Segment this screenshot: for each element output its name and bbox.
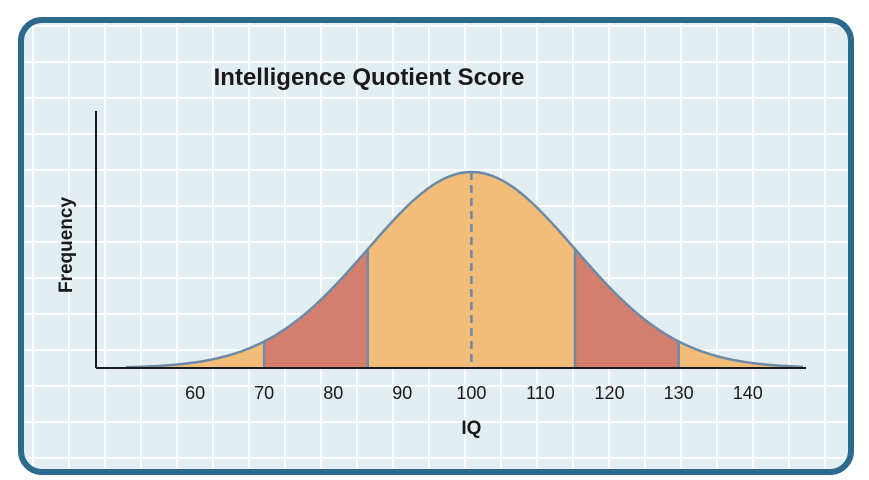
regions-layer (126, 172, 803, 368)
region-1 (126, 341, 265, 368)
y-axis-label: Frequency (56, 197, 77, 294)
x-tick-label: 140 (733, 383, 763, 403)
x-tick-label: 100 (456, 383, 486, 403)
region-5 (678, 341, 803, 368)
x-tick-label: 110 (526, 383, 555, 403)
x-tick-labels: 60 70 80 90 100 110 120 130 140 (185, 383, 763, 403)
bell-curve (125, 170, 804, 369)
x-tick-label: 120 (595, 383, 625, 403)
chart-card: 60 70 80 90 100 110 120 130 140 Intelligence Quo… (18, 17, 854, 475)
x-tick-label: 60 (185, 383, 205, 403)
x-tick-label: 90 (392, 383, 412, 403)
boundaries-layer (262, 249, 680, 368)
x-tick-label: 70 (254, 383, 274, 403)
chart-title: Intelligence Quotient Score (214, 64, 525, 91)
x-tick-label: 80 (323, 383, 343, 403)
x-axis-label: IQ (461, 418, 481, 439)
chart-svg: 60 70 80 90 100 110 120 130 140 Intelligence Quo… (56, 64, 806, 439)
x-tick-label: 130 (664, 383, 694, 403)
